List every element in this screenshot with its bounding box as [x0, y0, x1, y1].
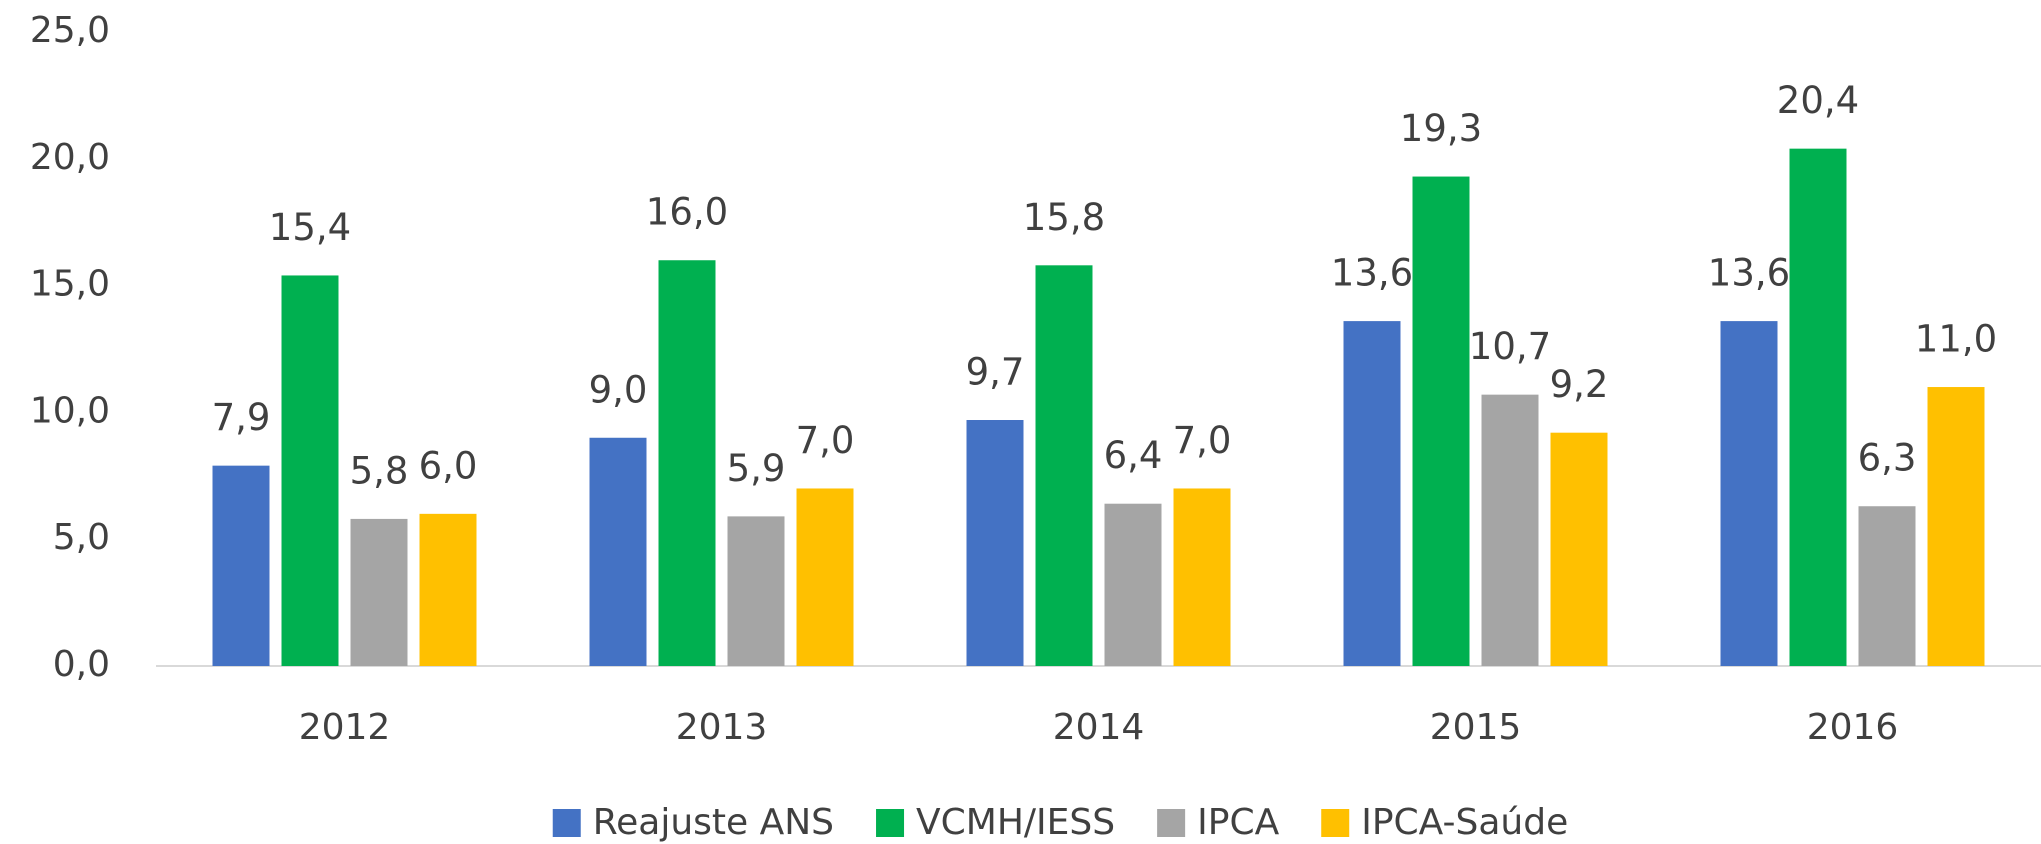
legend-label: Reajuste ANS — [593, 802, 834, 843]
bar — [1343, 321, 1401, 666]
bar — [1104, 503, 1162, 666]
legend-label: IPCA-Saúde — [1361, 802, 1568, 843]
legend-swatch — [552, 809, 581, 837]
legend-swatch — [1157, 809, 1186, 837]
x-tick-label: 2016 — [1807, 707, 1899, 748]
value-label: 15,8 — [1023, 196, 1105, 239]
y-tick-label: 10,0 — [30, 390, 110, 431]
value-label: 6,0 — [419, 444, 478, 487]
bar — [589, 437, 647, 666]
legend-label: VCMH/IESS — [916, 802, 1115, 843]
bar — [727, 516, 785, 666]
y-tick-label: 0,0 — [53, 644, 110, 685]
value-label: 19,3 — [1400, 107, 1482, 150]
value-label: 6,3 — [1858, 437, 1917, 480]
value-label: 7,0 — [1173, 419, 1232, 462]
value-label: 10,7 — [1469, 325, 1551, 368]
legend-swatch — [1321, 809, 1350, 837]
value-label: 13,6 — [1708, 252, 1790, 295]
bar — [419, 513, 477, 666]
value-label: 9,0 — [589, 368, 648, 411]
bar — [1035, 265, 1093, 666]
value-label: 7,9 — [212, 396, 271, 439]
x-tick-label: 2012 — [299, 707, 391, 748]
value-label: 9,2 — [1550, 363, 1609, 406]
x-tick-label: 2014 — [1053, 707, 1145, 748]
bar — [1173, 488, 1231, 666]
bar — [1927, 387, 1985, 666]
bar — [1720, 321, 1778, 666]
bar — [658, 260, 716, 666]
value-label: 5,8 — [350, 449, 409, 492]
bar — [212, 465, 270, 666]
value-label: 15,4 — [269, 206, 351, 249]
y-tick-label: 20,0 — [30, 137, 110, 178]
bar — [1789, 148, 1847, 666]
bar — [1550, 432, 1608, 666]
y-tick-label: 25,0 — [30, 10, 110, 51]
value-label: 7,0 — [796, 419, 855, 462]
value-label: 6,4 — [1104, 434, 1163, 477]
value-label: 11,0 — [1915, 318, 1997, 361]
legend-swatch — [876, 809, 905, 837]
bar — [350, 518, 408, 666]
legend-label: IPCA — [1197, 802, 1279, 843]
y-tick-label: 15,0 — [30, 264, 110, 305]
bar — [1481, 394, 1539, 666]
bar — [1412, 176, 1470, 666]
y-tick-label: 5,0 — [53, 517, 110, 558]
value-label: 5,9 — [727, 447, 786, 490]
value-label: 16,0 — [646, 191, 728, 234]
value-label: 9,7 — [966, 351, 1025, 394]
value-label: 13,6 — [1331, 252, 1413, 295]
bar — [796, 488, 854, 666]
x-tick-label: 2015 — [1430, 707, 1522, 748]
bar — [1858, 506, 1916, 666]
x-tick-label: 2013 — [676, 707, 768, 748]
bar — [966, 420, 1024, 666]
value-label: 20,4 — [1777, 79, 1859, 122]
bar — [281, 275, 339, 666]
